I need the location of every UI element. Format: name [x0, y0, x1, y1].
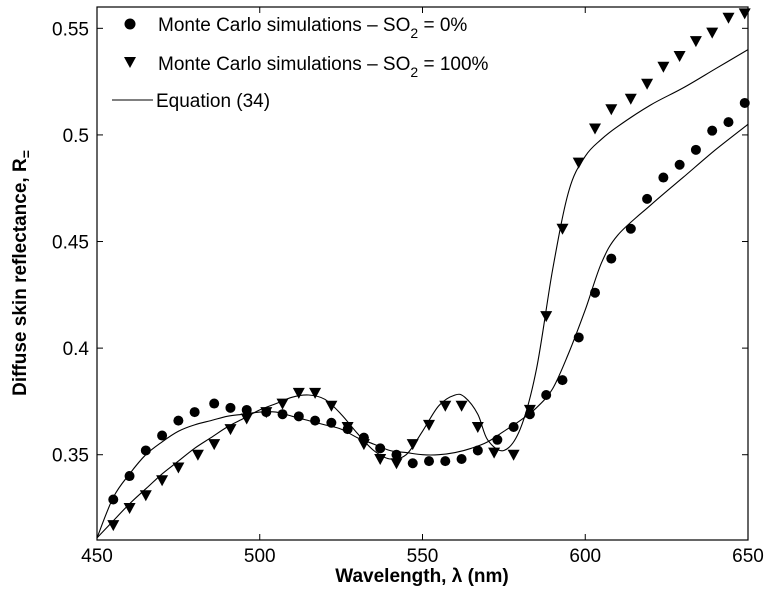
data-point-so2-100	[325, 400, 338, 412]
data-point-so2-0	[674, 159, 685, 170]
data-point-so2-100	[439, 400, 452, 412]
data-point-so2-100	[488, 447, 501, 459]
data-point-so2-0	[739, 97, 750, 108]
data-point-so2-100	[624, 93, 637, 105]
data-point-so2-0	[407, 458, 418, 469]
data-point-so2-100	[357, 439, 370, 451]
data-point-so2-100	[208, 439, 221, 451]
data-point-so2-100	[309, 387, 322, 399]
data-point-so2-0	[124, 471, 135, 482]
legend-label-so2-100: Monte Carlo simulations – SO2 = 100%	[158, 54, 489, 80]
data-point-so2-0	[573, 332, 584, 343]
data-point-so2-100	[540, 311, 553, 323]
data-point-so2-0	[456, 453, 467, 464]
x-tick-labels: 450 500 550 600 650	[81, 546, 764, 567]
data-point-so2-100	[260, 407, 273, 419]
data-point-so2-0	[326, 417, 337, 428]
data-point-so2-0	[173, 415, 184, 426]
y-tick-label: 0.4	[63, 339, 90, 360]
data-point-so2-0	[225, 402, 236, 413]
legend-marker-triangle	[124, 57, 136, 68]
data-point-so2-100	[139, 490, 152, 502]
legend-marker-circle	[124, 18, 136, 30]
data-point-so2-100	[706, 27, 719, 39]
legend: Monte Carlo simulations – SO2 = 0% Monte…	[112, 15, 489, 112]
data-point-so2-0	[108, 494, 119, 505]
y-tick-label: 0.55	[52, 19, 89, 40]
data-point-so2-100	[374, 454, 387, 465]
axis-ticks	[96, 7, 749, 540]
x-tick-label: 600	[569, 546, 601, 567]
data-point-so2-100	[523, 404, 536, 416]
data-point-so2-0	[209, 398, 220, 409]
data-point-so2-0	[241, 404, 252, 415]
data-point-so2-100	[191, 449, 204, 461]
data-point-so2-0	[658, 172, 669, 183]
y-tick-labels: 0.35 0.4 0.45 0.5 0.55	[52, 19, 89, 466]
data-point-so2-0	[310, 415, 321, 426]
data-point-so2-100	[341, 422, 354, 433]
y-tick-label: 0.35	[52, 446, 89, 467]
x-axis-title: Wavelength, λ (nm)	[335, 566, 508, 587]
legend-label-equation: Equation (34)	[156, 91, 270, 112]
data-point-so2-0	[541, 390, 552, 401]
data-point-so2-100	[641, 78, 654, 90]
data-point-so2-0	[375, 443, 386, 454]
data-point-so2-0	[472, 445, 483, 456]
data-point-so2-0	[189, 407, 200, 418]
x-tick-label: 550	[407, 546, 439, 567]
y-tick-label: 0.45	[52, 233, 89, 254]
legend-label-so2-0: Monte Carlo simulations – SO2 = 0%	[158, 15, 467, 41]
plot-frame	[96, 6, 749, 541]
data-point-so2-0	[707, 125, 718, 136]
data-point-so2-0	[606, 253, 617, 264]
data-point-so2-100	[556, 223, 569, 235]
data-point-so2-0	[277, 409, 288, 420]
data-point-so2-100	[292, 387, 305, 399]
data-point-so2-0	[293, 411, 304, 422]
y-axis-title: Diffuse skin reflectance, R=	[10, 150, 34, 396]
data-point-so2-0	[723, 117, 734, 128]
data-point-so2-100	[572, 157, 585, 169]
data-point-so2-0	[140, 445, 151, 456]
data-point-so2-100	[673, 51, 686, 62]
data-point-so2-100	[605, 104, 618, 116]
data-point-so2-0	[642, 193, 653, 204]
data-point-so2-0	[690, 144, 701, 155]
data-point-so2-0	[492, 434, 503, 445]
data-point-so2-0	[590, 287, 601, 298]
data-point-so2-100	[689, 36, 702, 48]
data-point-so2-100	[455, 400, 468, 412]
equation-curve-so2-0	[97, 123, 748, 539]
data-point-so2-100	[107, 520, 120, 532]
data-point-so2-100	[224, 424, 237, 436]
data-point-so2-0	[508, 422, 519, 433]
data-point-so2-100	[589, 123, 601, 135]
data-point-so2-0	[424, 456, 435, 467]
x-tick-label: 500	[244, 546, 276, 567]
data-point-so2-0	[625, 223, 636, 234]
data-point-so2-100	[240, 413, 253, 425]
data-point-so2-100	[722, 12, 735, 24]
data-point-so2-100	[172, 462, 185, 474]
data-point-so2-100	[390, 458, 403, 470]
data-point-so2-100	[507, 449, 520, 461]
data-point-so2-100	[657, 61, 670, 73]
data-point-so2-100	[123, 503, 136, 514]
x-tick-label: 450	[81, 546, 113, 567]
data-point-so2-100	[406, 439, 419, 451]
data-point-so2-0	[157, 430, 168, 441]
data-point-so2-100	[276, 398, 289, 410]
data-point-so2-100	[738, 8, 751, 20]
data-point-so2-100	[156, 475, 169, 487]
data-point-so2-0	[440, 456, 451, 467]
x-tick-label: 650	[732, 546, 764, 567]
data-point-so2-0	[391, 449, 402, 460]
y-tick-label: 0.5	[63, 126, 89, 147]
data-point-so2-100	[471, 422, 484, 433]
data-point-so2-100	[423, 419, 435, 431]
data-point-so2-0	[557, 375, 568, 386]
series-so2-100-markers	[107, 8, 751, 532]
